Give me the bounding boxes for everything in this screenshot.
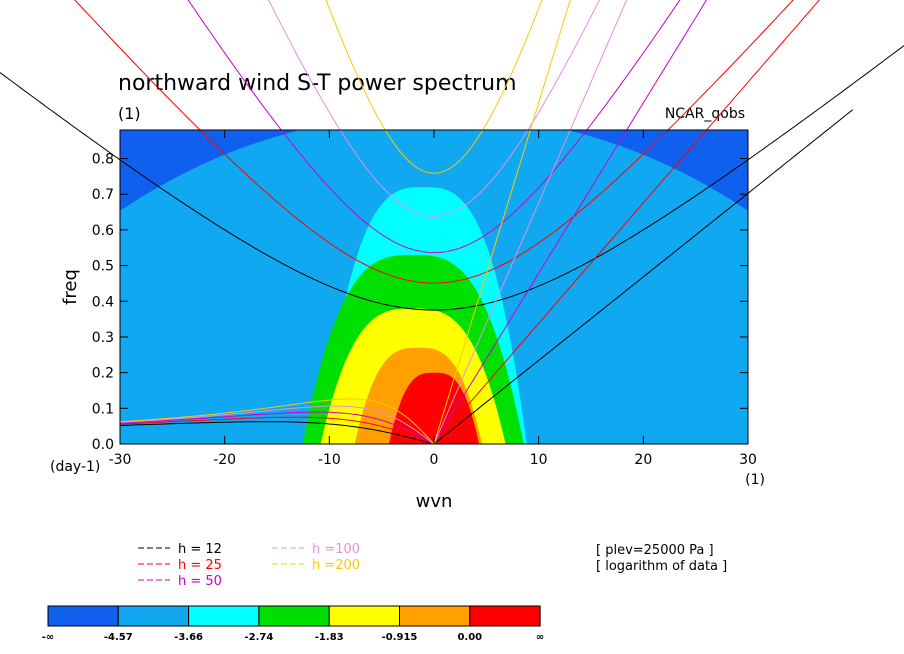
x-axis: -30 -20 -10 0 10 20 30 xyxy=(109,130,757,468)
y-unit-label: (day-1) xyxy=(50,459,100,475)
chart-subtitle-left: (1) xyxy=(118,104,141,123)
y-tick-label: 0.7 xyxy=(92,187,114,203)
rossby-curve-h200 xyxy=(119,398,435,445)
gravity-curve-h50 xyxy=(187,0,681,254)
colorbar-tick-label: -1.83 xyxy=(315,632,344,643)
kelvin-curve-h100 xyxy=(433,0,628,445)
x-tick-label: -20 xyxy=(213,452,236,468)
kelvin-curve-h200 xyxy=(433,0,571,445)
x-tick-label: 30 xyxy=(739,452,757,468)
rossby-curve-h50 xyxy=(119,411,435,445)
colorbar-swatch xyxy=(328,605,401,627)
x-tick-label: 20 xyxy=(634,452,652,468)
note-plev: [ plev=25000 Pa ] xyxy=(596,543,714,558)
y-axis-label: freq xyxy=(60,269,81,305)
colorbar-tick-label: -3.66 xyxy=(174,632,203,643)
y-tick-label: 0.4 xyxy=(92,294,114,310)
spectral-field xyxy=(120,130,748,444)
x-tick-label: -30 xyxy=(109,452,132,468)
legend-label: h = 12 xyxy=(178,542,222,557)
legend-label: h =200 xyxy=(312,558,360,573)
colorbar-tick-label: ∞ xyxy=(536,632,544,643)
rossby-curve-h100 xyxy=(119,405,435,445)
note-log: [ logarithm of data ] xyxy=(596,559,727,574)
colorbar-swatch xyxy=(117,605,190,627)
rossby-curve-h25 xyxy=(119,416,435,445)
colorbar-swatch xyxy=(47,605,119,627)
x-tick-label: -10 xyxy=(318,452,341,468)
kelvin-curve-h50 xyxy=(433,0,708,445)
gravity-curve-h100 xyxy=(267,0,601,217)
y-tick-label: 0.5 xyxy=(92,259,114,275)
kelvin-curve-h25 xyxy=(433,0,820,445)
field-region-0.00 xyxy=(120,372,748,444)
colorbar-tick-label: -∞ xyxy=(42,632,54,643)
x-unit-label: (1) xyxy=(745,472,765,488)
legend-label: h = 50 xyxy=(178,574,222,589)
colorbar-tick-label: 0.00 xyxy=(457,632,482,643)
legend-label: h =100 xyxy=(312,542,360,557)
gravity-curve-h25 xyxy=(74,0,794,284)
y-tick-label: 0.3 xyxy=(92,330,114,346)
y-tick-label: 0.8 xyxy=(92,152,114,168)
legend-label: h = 25 xyxy=(178,558,222,573)
x-tick-label: 10 xyxy=(530,452,548,468)
x-axis-label: wvn xyxy=(416,491,453,512)
y-tick-label: 0.2 xyxy=(92,366,114,382)
gravity-curve-h200 xyxy=(325,0,543,174)
chart-subtitle-right: NCAR_qobs xyxy=(665,106,745,122)
y-tick-label: 0.0 xyxy=(92,437,114,453)
colorbar-tick-label: -4.57 xyxy=(104,632,133,643)
colorbar-swatch xyxy=(258,605,330,627)
y-axis: 0.0 0.1 0.2 0.3 0.4 0.5 0.6 0.7 0.8 xyxy=(92,152,748,453)
y-tick-label: 0.1 xyxy=(92,401,114,417)
colorbar-tick-label: -2.74 xyxy=(244,632,273,643)
colorbar-tick-label: -0.915 xyxy=(382,632,418,643)
x-tick-label: 0 xyxy=(430,452,439,468)
y-tick-label: 0.6 xyxy=(92,223,114,239)
kelvin-curve-h12 xyxy=(433,109,854,445)
rossby-curve-h12 xyxy=(120,421,435,445)
colorbar-swatch xyxy=(469,605,541,627)
colorbar-swatch xyxy=(188,605,260,627)
colorbar-swatch xyxy=(399,605,471,627)
colorbar: -∞ -4.57 -3.66 -2.74 -1.83 -0.915 0.00 ∞ xyxy=(42,605,544,643)
